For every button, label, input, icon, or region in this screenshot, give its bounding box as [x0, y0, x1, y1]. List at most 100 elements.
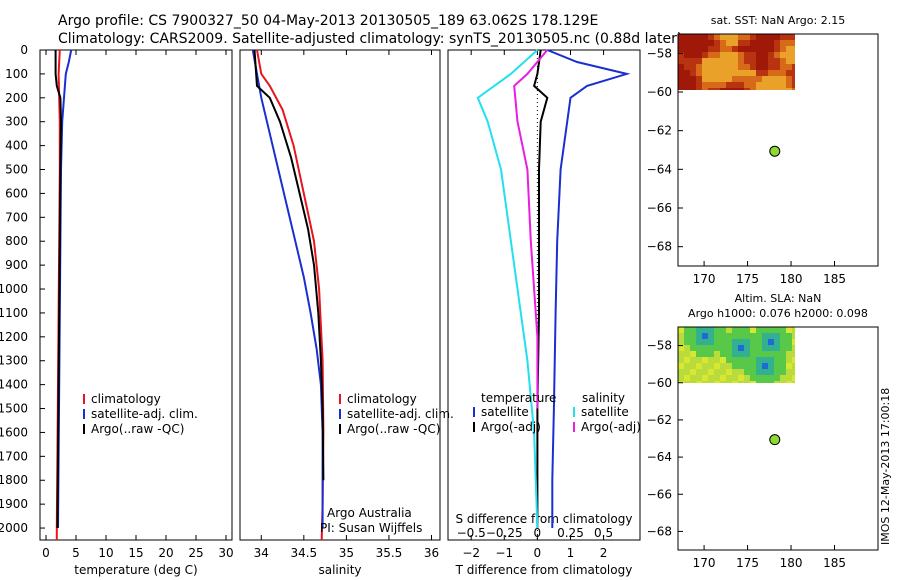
salinity-panel-xtick-label-2: 35	[339, 546, 354, 560]
difference-panel-legend-title-temperature: temperature	[481, 391, 556, 405]
temperature-panel-xtick-label-6: 30	[218, 546, 233, 560]
sla-map-xtick-label-2: 180	[780, 556, 803, 570]
sla-map-ytick-label-2: −62	[647, 413, 672, 427]
depth-tick-label-2: 200	[5, 91, 28, 105]
sla-map-heat-patch	[678, 327, 795, 383]
difference-panel-s-tick-label-1: −0.25	[486, 526, 523, 540]
difference-panel-xlabel: T difference from climatology	[455, 563, 633, 577]
depth-tick-label-13: 1300	[0, 354, 28, 368]
sla-map-xtick-label-1: 175	[736, 556, 759, 570]
difference-panel-s-tick-label-2: 0	[534, 526, 542, 540]
depth-tick-label-4: 400	[5, 139, 28, 153]
difference-panel-series-1	[532, 49, 549, 528]
sla-map-ytick-label-1: −60	[647, 376, 672, 390]
salinity-panel-xtick-label-1: 34.5	[290, 546, 317, 560]
depth-tick-label-19: 1900	[0, 497, 28, 511]
difference-panel-xtick-label-1: −1	[495, 546, 513, 560]
salinity-panel-annotation-1: PI: Susan Wijffels	[320, 521, 422, 535]
temperature-panel-series-2	[54, 50, 63, 529]
title-line-1: Argo profile: CS 7900327_50 04-May-2013 …	[58, 13, 599, 29]
sla-map-xtick-label-3: 185	[823, 556, 846, 570]
sst-map-ytick-label-2: −62	[647, 124, 672, 138]
difference-panel-legend-title-salinity: salinity	[582, 391, 625, 405]
sst-map-xtick-label-1: 175	[736, 272, 759, 286]
sst-map-xtick-label-3: 185	[823, 272, 846, 286]
salinity-panel-frame	[239, 49, 441, 541]
depth-tick-label-16: 1600	[0, 425, 28, 439]
difference-panel-xtick-label-2: 0	[534, 546, 542, 560]
depth-tick-label-15: 1500	[0, 402, 28, 416]
sst-map-ytick-label-4: −66	[647, 201, 672, 215]
difference-panel-xlabel-top: S difference from climatology	[456, 512, 633, 526]
salinity-panel-xtick-label-0: 34	[254, 546, 269, 560]
sst-map-title-0: sat. SST: NaN Argo: 2.15	[711, 14, 845, 27]
depth-tick-label-8: 800	[5, 234, 28, 248]
depth-tick-label-18: 1800	[0, 473, 28, 487]
depth-tick-label-0: 0	[20, 43, 28, 57]
sst-map-heat-patch	[678, 34, 795, 90]
sla-map-ytick-label-0: −58	[647, 339, 672, 353]
difference-panel-s-legend-label-1: Argo(-adj)	[581, 420, 641, 434]
temperature-panel-xtick-label-1: 5	[72, 546, 80, 560]
title-line-2: Climatology: CARS2009. Satellite-adjuste…	[58, 31, 683, 47]
sla-map-ytick-label-4: −66	[647, 487, 672, 501]
sla-map-ytick-label-5: −68	[647, 524, 672, 538]
sla-map-argo-marker	[769, 434, 781, 446]
sst-map-ytick-label-3: −64	[647, 162, 672, 176]
salinity-panel-xtick-label-3: 35.5	[376, 546, 403, 560]
temperature-panel-xtick-label-0: 0	[42, 546, 50, 560]
depth-tick-label-11: 1100	[0, 306, 28, 320]
sst-map-ytick-label-5: −68	[647, 240, 672, 254]
difference-panel-series-3	[513, 49, 549, 409]
difference-panel-s-tick-label-4: 0.5	[594, 526, 613, 540]
sla-map-title-0: Altim. SLA: NaN	[735, 292, 822, 305]
temperature-panel-xtick-label-2: 10	[98, 546, 113, 560]
depth-tick-label-17: 1700	[0, 449, 28, 463]
difference-panel-xtick-label-0: −2	[462, 546, 480, 560]
temperature-panel-xtick-label-4: 20	[158, 546, 173, 560]
depth-tick-label-20: 2000	[0, 521, 28, 535]
sla-map-xtick-label-0: 170	[693, 556, 716, 570]
difference-panel-frame	[447, 49, 641, 541]
salinity-panel-series-1	[251, 49, 324, 528]
salinity-panel-xtick-label-4: 36	[424, 546, 439, 560]
sla-map-ytick-label-3: −64	[647, 450, 672, 464]
salinity-panel-annotation-0: Argo Australia	[327, 506, 412, 520]
salinity-panel-series-2	[253, 49, 325, 481]
depth-tick-label-3: 300	[5, 115, 28, 129]
salinity-panel-legend-label-2: Argo(..raw -QC)	[347, 422, 440, 436]
depth-tick-label-7: 700	[5, 210, 28, 224]
depth-tick-label-6: 600	[5, 186, 28, 200]
salinity-panel-legend-label-1: satellite-adj. clim.	[347, 407, 454, 421]
temperature-panel-legend-label-0: climatology	[91, 392, 161, 406]
sla-map-frame	[677, 326, 879, 551]
difference-panel-t-legend-label-1: Argo(-adj)	[481, 420, 541, 434]
temperature-panel-xtick-label-5: 25	[188, 546, 203, 560]
page-header: Argo profile: CS 7900327_50 04-May-2013 …	[58, 12, 682, 48]
difference-panel-series-0	[546, 49, 631, 528]
sst-map-ytick-label-0: −58	[647, 46, 672, 60]
depth-tick-label-14: 1400	[0, 378, 28, 392]
temperature-panel-xtick-label-3: 15	[128, 546, 143, 560]
sst-map-argo-marker	[769, 145, 781, 157]
depth-tick-label-9: 900	[5, 258, 28, 272]
temperature-panel-legend-label-2: Argo(..raw -QC)	[91, 422, 184, 436]
sst-map-xtick-label-2: 180	[780, 272, 803, 286]
difference-panel-s-tick-label-0: −0.5	[457, 526, 486, 540]
temperature-panel-legend-label-1: satellite-adj. clim.	[91, 407, 198, 421]
salinity-panel-legend-label-0: climatology	[347, 392, 417, 406]
depth-tick-label-12: 1200	[0, 330, 28, 344]
depth-tick-label-10: 1000	[0, 282, 28, 296]
temperature-panel-xlabel: temperature (deg C)	[74, 563, 197, 577]
depth-tick-label-5: 500	[5, 163, 28, 177]
difference-panel-xtick-label-4: 2	[600, 546, 608, 560]
difference-panel-s-legend-label-0: satellite	[581, 405, 629, 419]
depth-tick-label-1: 100	[5, 67, 28, 81]
temperature-panel-frame	[39, 49, 233, 541]
difference-panel-s-tick-label-3: 0.25	[557, 526, 584, 540]
sst-map-frame	[677, 33, 879, 267]
sst-map-ytick-label-1: −60	[647, 85, 672, 99]
sla-map-title-1: Argo h1000: 0.076 h2000: 0.098	[688, 307, 868, 320]
difference-panel-t-legend-label-0: satellite	[481, 405, 529, 419]
